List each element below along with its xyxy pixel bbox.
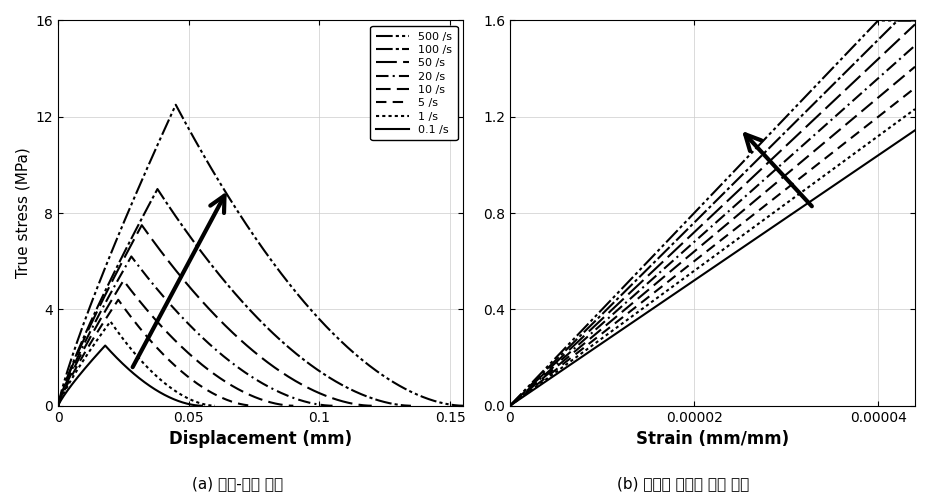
Y-axis label: True stress (MPa): True stress (MPa) bbox=[15, 148, 30, 278]
X-axis label: Displacement (mm): Displacement (mm) bbox=[169, 430, 352, 448]
Text: (b) 확대된 곡선의 초기 구간: (b) 확대된 곡선의 초기 구간 bbox=[618, 476, 750, 491]
X-axis label: Strain (mm/mm): Strain (mm/mm) bbox=[636, 430, 789, 448]
Text: (a) 응력-변위 곡선: (a) 응력-변위 곡선 bbox=[192, 476, 283, 491]
Legend: 500 /s, 100 /s, 50 /s, 20 /s, 10 /s, 5 /s, 1 /s, 0.1 /s: 500 /s, 100 /s, 50 /s, 20 /s, 10 /s, 5 /… bbox=[370, 26, 458, 140]
